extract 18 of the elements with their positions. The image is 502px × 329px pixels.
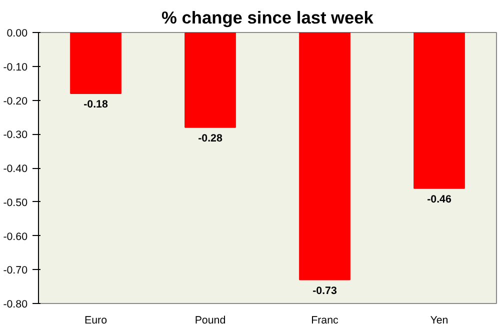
data-label: -0.18 xyxy=(84,98,108,110)
y-tick-label: -0.10 xyxy=(3,61,28,74)
data-label: -0.73 xyxy=(312,284,337,297)
x-tick-label: Franc xyxy=(311,314,340,326)
x-tick-label: Pound xyxy=(194,314,226,326)
y-tick-label: -0.60 xyxy=(3,230,28,243)
y-tick-label: -0.30 xyxy=(3,129,28,142)
x-tick-label: Euro xyxy=(84,314,108,326)
y-tick-label: -0.80 xyxy=(3,298,28,310)
y-tick-label: -0.70 xyxy=(3,264,28,277)
x-tick-label: Yen xyxy=(430,314,448,326)
chart-title: % change since last week xyxy=(162,8,374,28)
y-tick-label: -0.40 xyxy=(3,163,28,175)
data-label: -0.46 xyxy=(427,193,452,206)
y-tick-label: 0.00 xyxy=(6,28,28,40)
y-tick-label: -0.20 xyxy=(3,95,28,108)
y-tick-label: -0.50 xyxy=(3,196,28,209)
data-label: -0.28 xyxy=(198,132,222,144)
